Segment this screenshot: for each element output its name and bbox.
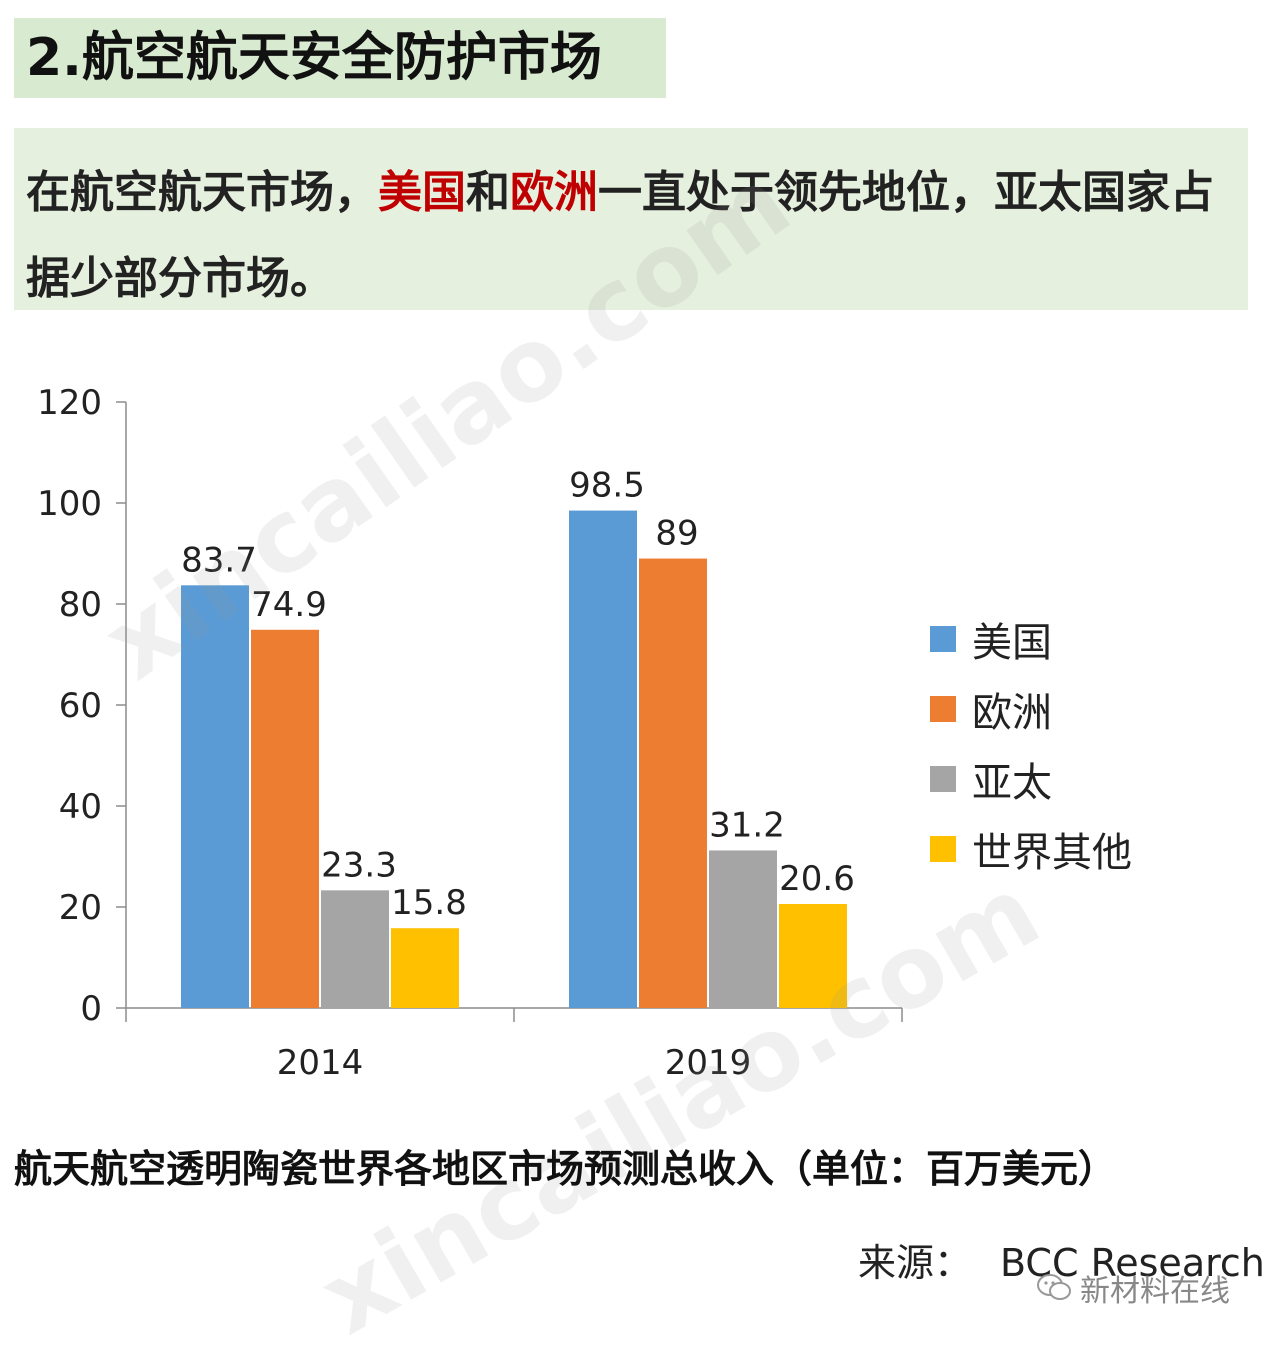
summary-part-2: 和 xyxy=(466,167,510,218)
summary-highlight-usa: 美国 xyxy=(378,167,466,218)
data-label: 15.8 xyxy=(391,883,467,923)
legend-label: 美国 xyxy=(972,620,1052,666)
bar xyxy=(709,850,777,1008)
summary-part-3: 一直处于领先地位，亚太国家占据少部分市场。 xyxy=(26,167,1214,304)
legend-label: 世界其他 xyxy=(972,830,1132,876)
bar xyxy=(569,510,637,1008)
data-label: 31.2 xyxy=(709,805,785,845)
wechat-icon xyxy=(1037,1274,1071,1300)
data-label: 23.3 xyxy=(321,845,397,885)
summary-text: 在航空航天市场，美国和欧洲一直处于领先地位，亚太国家占据少部分市场。 xyxy=(14,128,1248,310)
y-tick-label: 80 xyxy=(59,585,102,625)
y-tick-label: 100 xyxy=(37,484,102,524)
legend-label: 欧洲 xyxy=(972,690,1052,736)
summary-part-1: 在航空航天市场， xyxy=(26,167,378,218)
account-name: 新材料在线 xyxy=(1080,1274,1230,1309)
legend-item: 亚太 xyxy=(930,744,1132,814)
summary-highlight-europe: 欧洲 xyxy=(510,167,598,218)
y-tick-label: 120 xyxy=(37,383,102,423)
account-badge: 新材料在线 xyxy=(1036,1266,1230,1310)
legend-label: 亚太 xyxy=(972,760,1052,806)
data-label: 74.9 xyxy=(251,585,327,625)
x-category-label: 2019 xyxy=(665,1043,752,1083)
bar xyxy=(391,928,459,1008)
legend-swatch xyxy=(930,696,956,722)
bar xyxy=(181,585,249,1008)
y-tick-label: 20 xyxy=(59,888,102,928)
bar xyxy=(779,903,847,1008)
section-title: 2.航空航天安全防护市场 xyxy=(14,18,666,98)
legend-swatch xyxy=(930,626,956,652)
chart-caption: 航天航空透明陶瓷世界各地区市场预测总收入（单位：百万美元） xyxy=(14,1147,1117,1191)
data-label: 89 xyxy=(655,514,698,554)
y-tick-label: 0 xyxy=(80,989,102,1029)
y-tick-label: 60 xyxy=(59,686,102,726)
legend-item: 欧洲 xyxy=(930,674,1132,744)
data-label: 83.7 xyxy=(181,540,257,580)
legend-swatch xyxy=(930,836,956,862)
data-label: 98.5 xyxy=(569,466,645,506)
legend-item: 世界其他 xyxy=(930,814,1132,884)
source-value: BCC Research xyxy=(1000,1241,1265,1285)
source-line: 来源： BCC Research xyxy=(858,1232,1265,1287)
y-tick-label: 40 xyxy=(59,787,102,827)
bar xyxy=(639,558,707,1008)
legend-item: 美国 xyxy=(930,604,1132,674)
bar-chart: 0 20 40 60 80 100 120 83.7 74.9 23.315.8 2014 98.58… xyxy=(37,383,903,1083)
data-label: 20.6 xyxy=(779,859,855,899)
x-category-label: 2014 xyxy=(277,1043,364,1083)
bar xyxy=(251,629,319,1008)
source-label: 来源： xyxy=(858,1241,973,1285)
bar xyxy=(321,890,389,1008)
legend-swatch xyxy=(930,766,956,792)
chart-legend: 美国欧洲亚太世界其他 xyxy=(930,604,1132,884)
